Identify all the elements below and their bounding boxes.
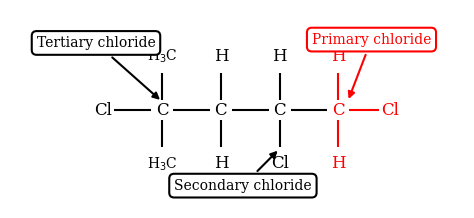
Text: H: H <box>273 48 287 65</box>
Text: Cl: Cl <box>271 155 289 172</box>
Text: Secondary chloride: Secondary chloride <box>174 152 312 193</box>
Text: Primary chloride: Primary chloride <box>312 32 431 97</box>
Text: C: C <box>156 102 168 119</box>
Text: Cl: Cl <box>94 102 112 119</box>
Text: H: H <box>214 155 228 172</box>
Text: C: C <box>215 102 227 119</box>
Text: H: H <box>214 48 228 65</box>
Text: H: H <box>331 155 346 172</box>
Text: H: H <box>331 48 346 65</box>
Text: C: C <box>332 102 345 119</box>
Text: Cl: Cl <box>381 102 399 119</box>
Text: H$_3$C: H$_3$C <box>147 48 177 65</box>
Text: C: C <box>273 102 286 119</box>
Text: Tertiary chloride: Tertiary chloride <box>36 36 158 98</box>
Text: H$_3$C: H$_3$C <box>147 155 177 172</box>
